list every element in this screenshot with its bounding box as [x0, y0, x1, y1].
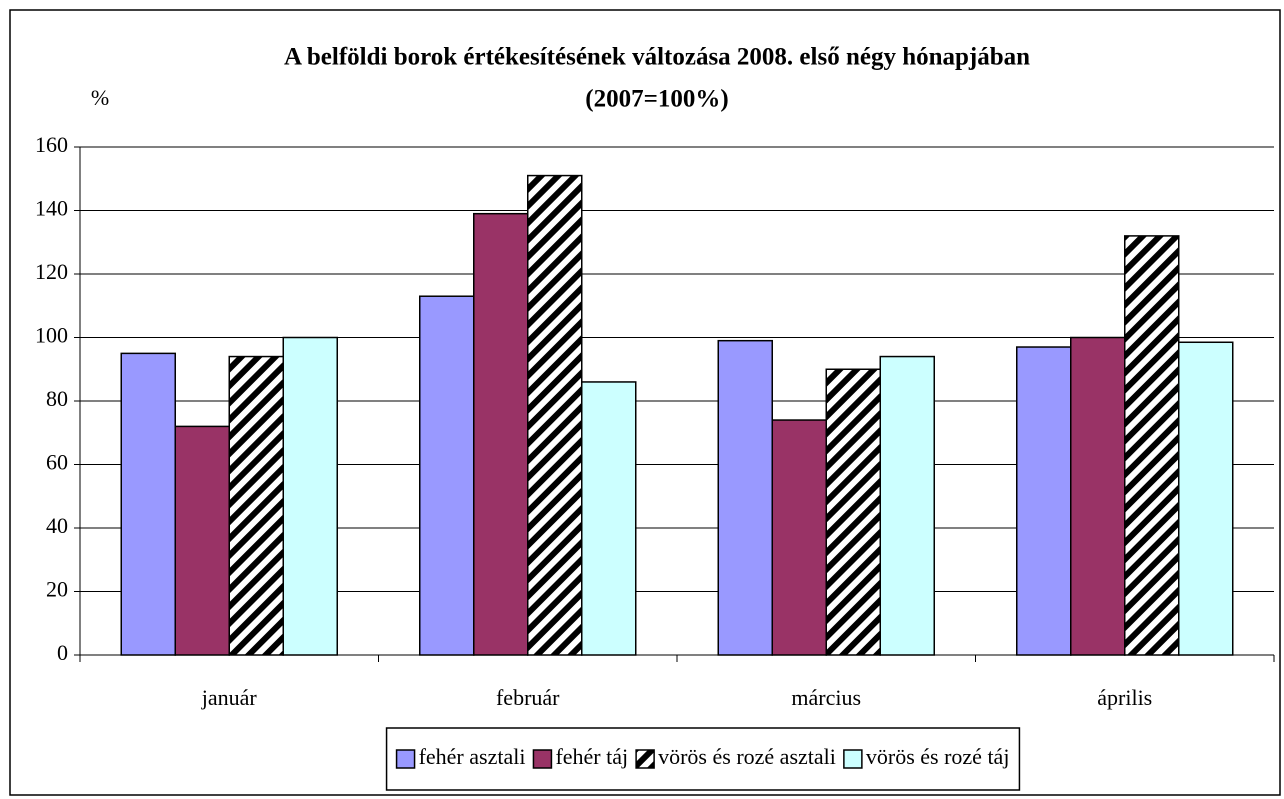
- x-tick-label: február: [496, 685, 560, 710]
- legend-label: fehér táj: [555, 744, 628, 769]
- y-tick-label: 80: [46, 386, 68, 411]
- y-tick-label: 40: [46, 513, 68, 538]
- y-tick-label: 100: [35, 323, 68, 348]
- bar: [473, 212, 529, 656]
- legend-label: fehér asztali: [419, 744, 526, 769]
- legend-swatch: [395, 749, 416, 769]
- x-tick-label: április: [1097, 685, 1152, 710]
- bar: [228, 355, 284, 656]
- bar: [120, 352, 176, 656]
- bar: [527, 174, 583, 656]
- legend: fehér asztali fehér táj vörös és rozé aszt…: [395, 744, 1010, 769]
- bar: [879, 355, 935, 656]
- y-axis-label: %: [91, 85, 109, 110]
- legend-swatch: [532, 749, 553, 769]
- bar: [771, 419, 827, 656]
- y-tick-label: 60: [46, 450, 68, 475]
- y-tick-label: 0: [57, 640, 68, 665]
- bar: [825, 368, 881, 656]
- bar: [581, 381, 637, 656]
- bar: [1178, 341, 1234, 656]
- y-tick-label: 120: [35, 259, 68, 284]
- x-tick-label: március: [791, 685, 861, 710]
- bar: [1016, 346, 1072, 656]
- bar: [1070, 336, 1126, 656]
- bar: [1124, 235, 1180, 656]
- x-tick-label: január: [201, 685, 258, 710]
- y-tick-label: 160: [35, 132, 68, 157]
- bar: [282, 336, 338, 656]
- legend-swatch: [635, 749, 655, 769]
- chart-title: A belföldi borok értékesítésének változá…: [284, 44, 1030, 71]
- y-tick-label: 20: [46, 577, 68, 602]
- bar: [174, 425, 230, 656]
- legend-swatch: [843, 749, 863, 769]
- legend-label: vörös és rozé táj: [866, 744, 1010, 769]
- chart-subtitle: (2007=100%): [585, 86, 728, 113]
- legend-box: [385, 727, 1021, 791]
- bar: [717, 339, 773, 656]
- bar: [419, 295, 475, 656]
- legend-label: vörös és rozé asztali: [658, 744, 836, 769]
- y-tick-label: 140: [35, 196, 68, 221]
